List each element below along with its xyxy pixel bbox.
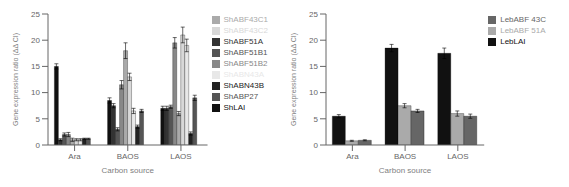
svg-text:5: 5 [314, 115, 319, 124]
html-text:LebABF 51A: LebABF 51A [500, 26, 546, 35]
html-text:ShABF43C1: ShABF43C1 [223, 15, 268, 24]
svg-text:BAOS: BAOS [394, 152, 416, 161]
svg-text:15: 15 [309, 62, 318, 71]
svg-text:0: 0 [36, 141, 41, 150]
html-text:LebLAI: LebLAI [500, 37, 526, 46]
svg-text:10: 10 [31, 88, 40, 97]
svg-text:15: 15 [31, 62, 40, 71]
svg-text:10: 10 [309, 88, 318, 97]
svg-text:20: 20 [31, 36, 40, 45]
html-text:ShABN43B: ShABN43B [223, 81, 264, 90]
html-text:ShABF51B2: ShABF51B2 [223, 59, 268, 68]
svg-text:Gene expression ratio (ΔΔ CI): Gene expression ratio (ΔΔ CI) [12, 33, 20, 126]
html-text:ShABF51A: ShABF51A [223, 37, 264, 46]
svg-text:5: 5 [36, 115, 41, 124]
svg-text:0: 0 [314, 141, 319, 150]
svg-text:LAOS: LAOS [447, 152, 468, 161]
svg-text:25: 25 [309, 10, 318, 19]
svg-text:20: 20 [309, 36, 318, 45]
svg-text:Ara: Ara [346, 152, 359, 161]
html-text:ShABN43A: ShABN43A [223, 70, 264, 79]
html-text:ShABF51B1: ShABF51B1 [223, 48, 268, 57]
svg-text:Ara: Ara [68, 152, 81, 161]
svg-text:25: 25 [31, 10, 40, 19]
svg-text:Carbon source: Carbon source [102, 166, 155, 175]
html-text:ShABF43C2: ShABF43C2 [223, 26, 268, 35]
svg-text:Carbon source: Carbon source [379, 166, 432, 175]
html-text:ShABP27: ShABP27 [223, 92, 259, 101]
svg-text:Gene expression ratio (ΔΔ CI): Gene expression ratio (ΔΔ CI) [290, 33, 298, 126]
svg-text:BAOS: BAOS [117, 152, 139, 161]
html-text:LebABF 43C: LebABF 43C [500, 15, 546, 24]
svg-text:LAOS: LAOS [170, 152, 191, 161]
html-text:ShLAI: ShLAI [223, 103, 246, 112]
